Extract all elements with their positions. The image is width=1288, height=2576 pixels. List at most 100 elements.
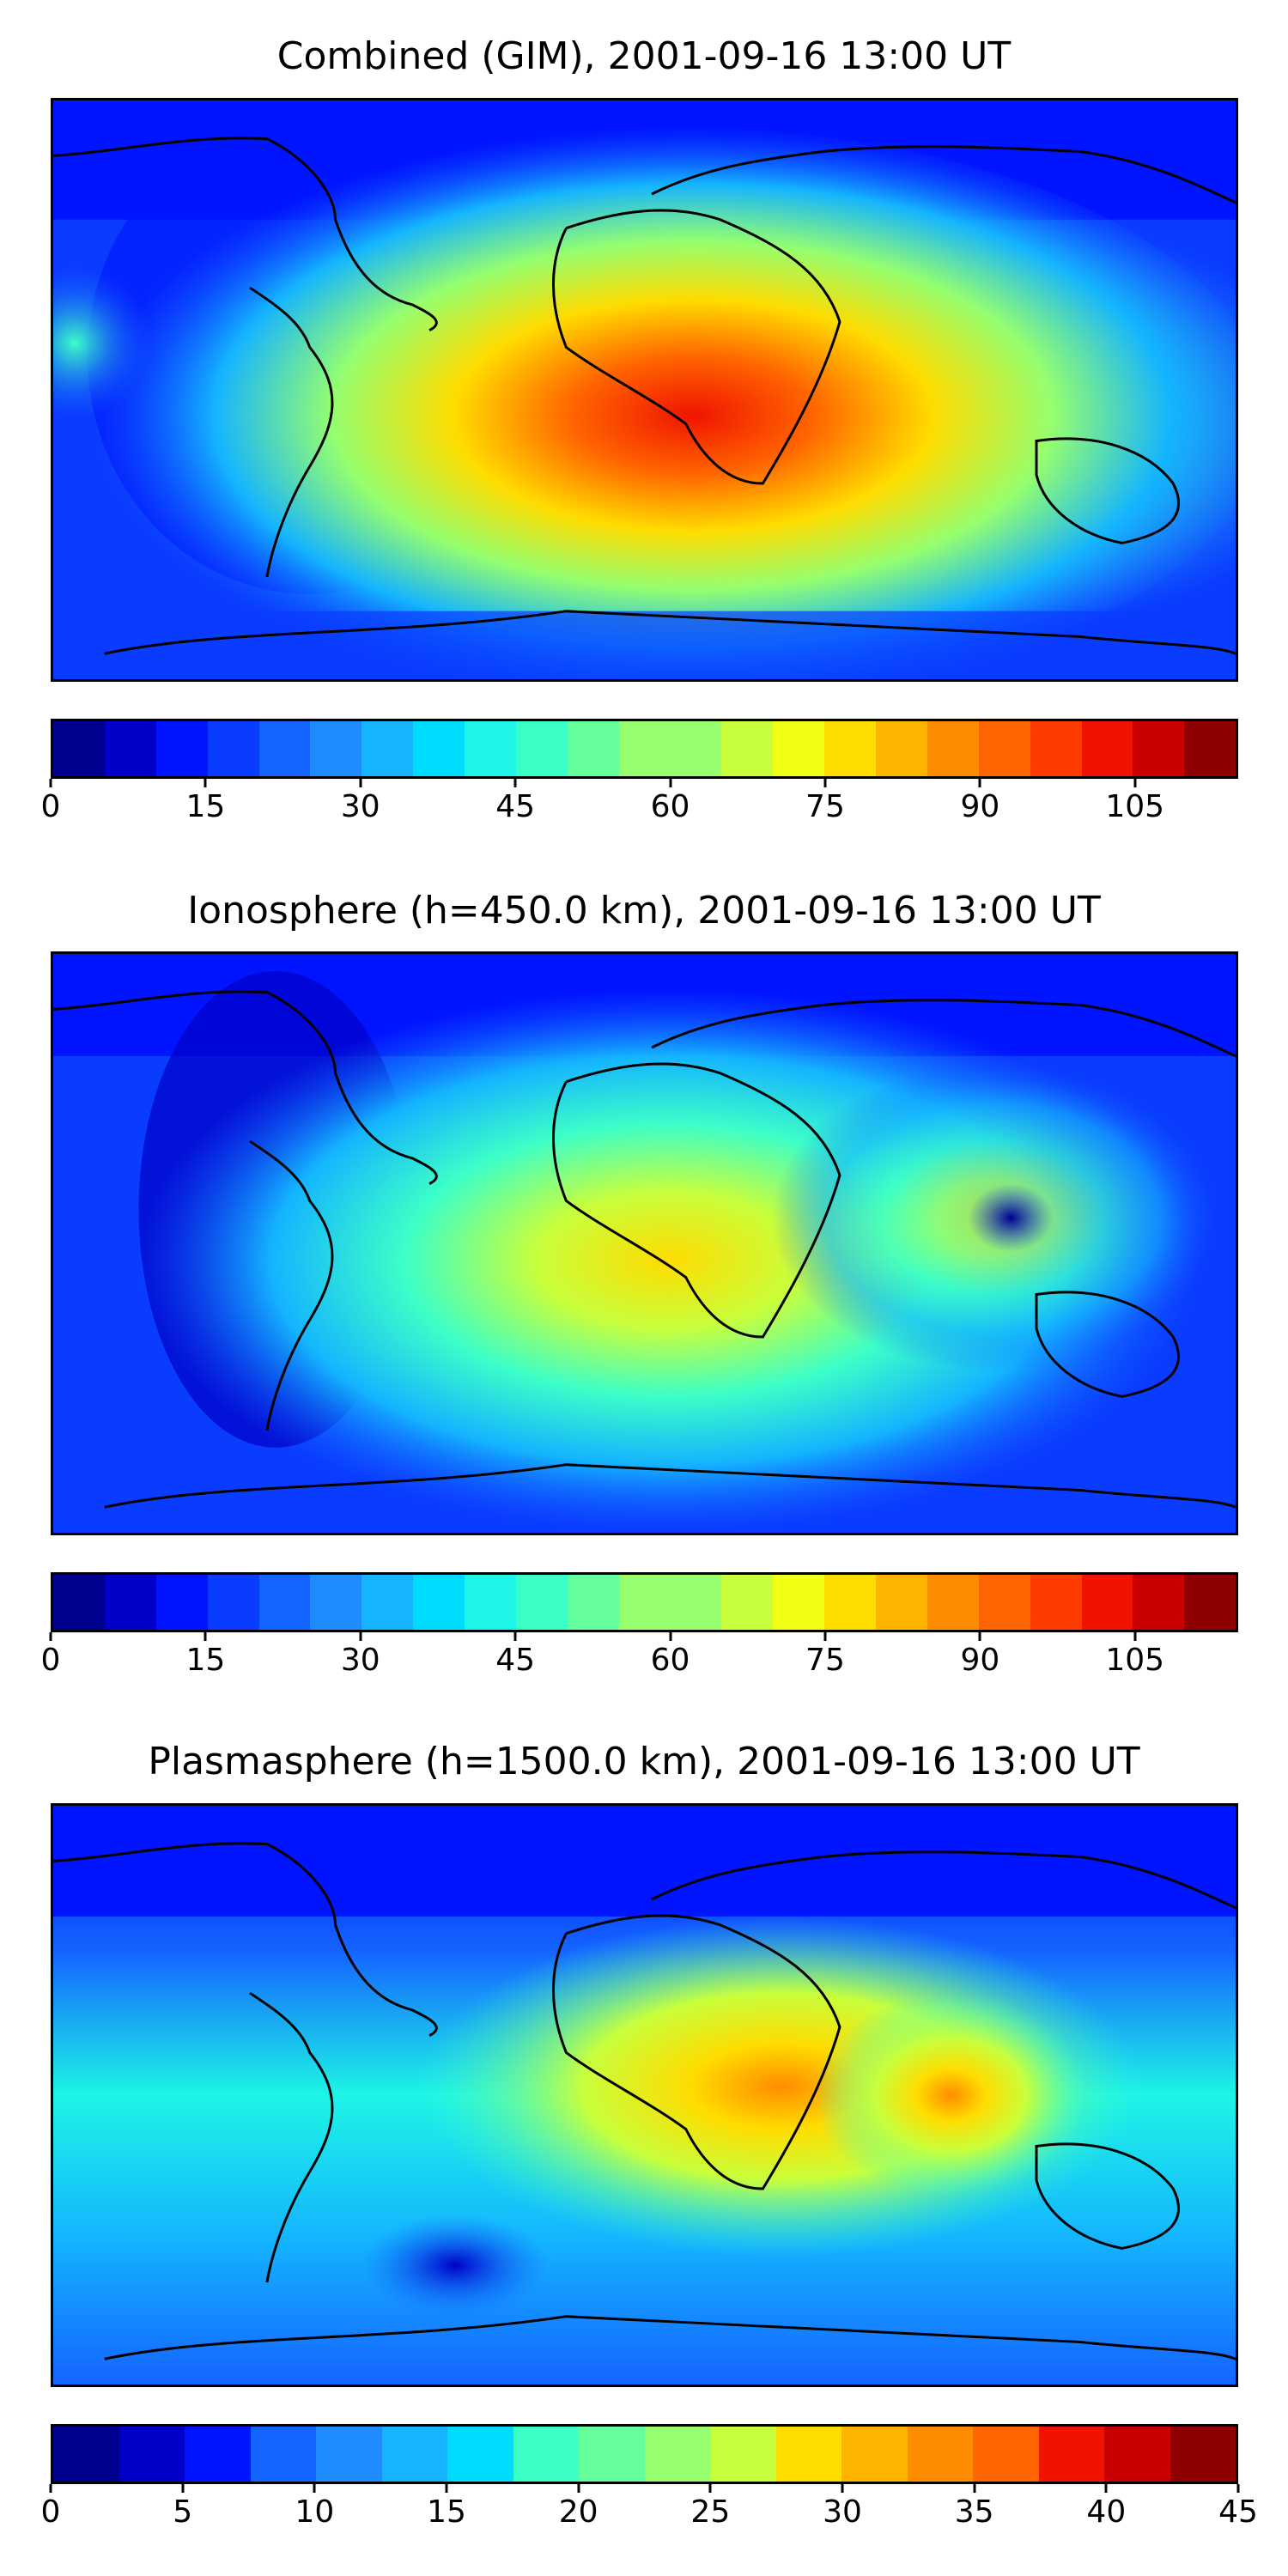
colorbar-segment — [670, 721, 722, 776]
panel-3-title: Plasmasphere (h=1500.0 km), 2001-09-16 1… — [148, 1740, 1140, 1783]
colorbar-segment — [876, 721, 927, 776]
colorbar-segment — [841, 2427, 908, 2482]
panel-3-map-svg — [53, 1806, 1236, 2385]
colorbar-segment — [579, 2427, 645, 2482]
colorbar-segment — [155, 721, 208, 776]
colorbar-tick-mark — [204, 779, 207, 787]
colorbar-tick-label: 90 — [960, 1643, 1000, 1678]
colorbar-tick-mark — [978, 779, 981, 787]
colorbar-segment — [1133, 721, 1185, 776]
colorbar-tick-label: 0 — [40, 789, 61, 824]
panel-3-map — [51, 1803, 1238, 2387]
colorbar-segment — [185, 2427, 251, 2482]
colorbar-segment — [1081, 721, 1133, 776]
colorbar-segment — [155, 1575, 208, 1630]
colorbar-tick-label: 105 — [1105, 1643, 1165, 1678]
colorbar-tick-label: 0 — [40, 2494, 61, 2530]
colorbar-tick-label: 10 — [295, 2494, 335, 2530]
panel-2-map-svg — [53, 954, 1236, 1533]
colorbar-tick-mark — [669, 1632, 672, 1641]
colorbar-segment — [53, 1575, 105, 1630]
colorbar-segment — [1081, 1575, 1133, 1630]
colorbar-segment — [618, 721, 671, 776]
colorbar-segment — [207, 721, 259, 776]
colorbar-tick-label: 25 — [690, 2494, 731, 2530]
colorbar-segment — [381, 2427, 447, 2482]
colorbar-tick-label: 60 — [650, 789, 690, 824]
colorbar-tick-mark — [708, 2484, 712, 2493]
colorbar-segment — [721, 1575, 774, 1630]
colorbar-tick-label: 35 — [954, 2494, 994, 2530]
panel-3-colorbar — [51, 2424, 1238, 2484]
colorbar-tick-mark — [49, 2484, 52, 2493]
colorbar-segment — [710, 2427, 776, 2482]
colorbar-segment — [773, 721, 825, 776]
colorbar-tick-label: 45 — [1218, 2494, 1258, 2530]
colorbar-segment — [53, 721, 105, 776]
colorbar-segment — [721, 721, 774, 776]
colorbar-tick-label: 20 — [558, 2494, 598, 2530]
colorbar-tick-mark — [313, 2484, 316, 2493]
colorbar-tick-mark — [513, 779, 517, 787]
colorbar-segment — [1104, 2427, 1170, 2482]
colorbar-tick-label: 30 — [823, 2494, 862, 2530]
panel-2-coastlines — [53, 990, 1236, 1509]
colorbar-segment — [1184, 721, 1236, 776]
colorbar-segment — [413, 721, 465, 776]
colorbar-tick-mark — [973, 2484, 976, 2493]
colorbar-tick-label: 5 — [173, 2494, 193, 2530]
panel-1-title: Combined (GIM), 2001-09-16 13:00 UT — [276, 34, 1012, 78]
colorbar-tick-label: 90 — [960, 789, 1000, 824]
colorbar-segment — [927, 721, 979, 776]
panel-2-colorbar — [51, 1572, 1238, 1632]
colorbar-tick-mark — [513, 1632, 517, 1641]
colorbar-tick-mark — [1133, 779, 1137, 787]
panel-3-colorbar-ticks: 0 5 10 15 20 25 30 35 40 45 — [41, 2484, 1258, 2536]
colorbar-segment — [310, 1575, 362, 1630]
colorbar-tick-label: 60 — [650, 1643, 690, 1678]
colorbar-segment — [567, 721, 619, 776]
colorbar-tick-mark — [841, 2484, 844, 2493]
colorbar-segment — [515, 721, 568, 776]
colorbar-segment — [465, 1575, 516, 1630]
colorbar-tick-mark — [577, 2484, 580, 2493]
panel-2-colorbar-ticks: 0 15 30 45 60 75 90 105 — [41, 1632, 1238, 1684]
colorbar-tick-label: 45 — [495, 1643, 536, 1678]
colorbar-segment — [927, 1575, 979, 1630]
colorbar-tick-label: 0 — [40, 1643, 61, 1678]
colorbar-tick-label: 75 — [805, 789, 845, 824]
colorbar-tick-label: 75 — [805, 1643, 845, 1678]
colorbar-segment — [465, 721, 516, 776]
colorbar-segment — [258, 721, 311, 776]
colorbar-segment — [361, 721, 414, 776]
colorbar-tick-mark — [823, 779, 827, 787]
colorbar-tick-mark — [359, 779, 362, 787]
colorbar-segment — [104, 721, 156, 776]
colorbar-tick-mark — [1104, 2484, 1108, 2493]
colorbar-segment — [53, 2427, 119, 2482]
colorbar-tick-mark — [1236, 2484, 1240, 2493]
colorbar-segment — [310, 721, 362, 776]
colorbar-tick-mark — [445, 2484, 448, 2493]
panel-1-coastlines — [53, 137, 1236, 655]
colorbar-segment — [207, 1575, 259, 1630]
colorbar-segment — [413, 1575, 465, 1630]
colorbar-segment — [1030, 721, 1082, 776]
colorbar-segment — [258, 1575, 311, 1630]
colorbar-segment — [567, 1575, 619, 1630]
colorbar-segment — [1133, 1575, 1185, 1630]
panel-1-map — [51, 98, 1238, 682]
colorbar-segment — [644, 2427, 710, 2482]
colorbar-tick-label: 15 — [185, 1643, 226, 1678]
panel-2-title: Ionosphere (h=450.0 km), 2001-09-16 13:0… — [187, 889, 1101, 933]
panel-1-colorbar-ticks: 0 15 30 45 60 75 90 105 — [41, 779, 1238, 830]
colorbar-tick-mark — [359, 1632, 362, 1641]
colorbar-segment — [973, 2427, 1039, 2482]
colorbar-tick-label: 40 — [1086, 2494, 1127, 2530]
colorbar-segment — [1170, 2427, 1236, 2482]
colorbar-tick-mark — [978, 1632, 981, 1641]
colorbar-segment — [618, 1575, 671, 1630]
colorbar-tick-mark — [204, 1632, 207, 1641]
colorbar-segment — [316, 2427, 382, 2482]
colorbar-segment — [907, 2427, 973, 2482]
